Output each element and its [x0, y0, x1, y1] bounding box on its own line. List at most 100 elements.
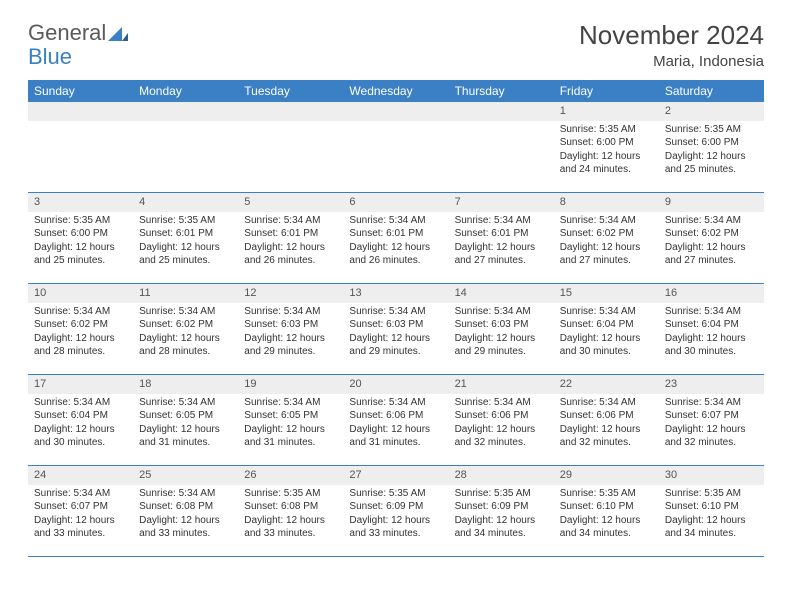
- calendar-day-cell: 16Sunrise: 5:34 AMSunset: 6:04 PMDayligh…: [659, 284, 764, 375]
- sunrise-line: Sunrise: 5:35 AM: [560, 487, 653, 501]
- sunrise-line: Sunrise: 5:34 AM: [665, 214, 758, 228]
- sunrise-line: Sunrise: 5:34 AM: [455, 214, 548, 228]
- day-number: 15: [554, 284, 659, 303]
- weekday-header-row: SundayMondayTuesdayWednesdayThursdayFrid…: [28, 80, 764, 102]
- sunset-line: Sunset: 6:02 PM: [560, 227, 653, 241]
- sunrise-line: Sunrise: 5:35 AM: [455, 487, 548, 501]
- calendar-day-cell: 2Sunrise: 5:35 AMSunset: 6:00 PMDaylight…: [659, 102, 764, 193]
- day-number: 10: [28, 284, 133, 303]
- daylight-line: Daylight: 12 hours and 25 minutes.: [665, 150, 758, 177]
- day-number: 21: [449, 375, 554, 394]
- weekday-header: Monday: [133, 80, 238, 102]
- day-number: 22: [554, 375, 659, 394]
- sunrise-line: Sunrise: 5:35 AM: [560, 123, 653, 137]
- sunset-line: Sunset: 6:08 PM: [139, 500, 232, 514]
- sunrise-line: Sunrise: 5:34 AM: [244, 305, 337, 319]
- daylight-line: Daylight: 12 hours and 25 minutes.: [34, 241, 127, 268]
- daylight-line: Daylight: 12 hours and 26 minutes.: [349, 241, 442, 268]
- day-number: 9: [659, 193, 764, 212]
- daylight-line: Daylight: 12 hours and 30 minutes.: [665, 332, 758, 359]
- sunset-line: Sunset: 6:01 PM: [139, 227, 232, 241]
- daylight-line: Daylight: 12 hours and 34 minutes.: [665, 514, 758, 541]
- daylight-line: Daylight: 12 hours and 33 minutes.: [34, 514, 127, 541]
- daylight-line: Daylight: 12 hours and 30 minutes.: [34, 423, 127, 450]
- weekday-header: Saturday: [659, 80, 764, 102]
- day-number: 2: [659, 102, 764, 121]
- calendar-day-cell: [238, 102, 343, 193]
- title-month: November 2024: [579, 20, 764, 51]
- daylight-line: Daylight: 12 hours and 27 minutes.: [455, 241, 548, 268]
- sunset-line: Sunset: 6:08 PM: [244, 500, 337, 514]
- day-number: 5: [238, 193, 343, 212]
- daylight-line: Daylight: 12 hours and 27 minutes.: [560, 241, 653, 268]
- calendar-day-cell: 28Sunrise: 5:35 AMSunset: 6:09 PMDayligh…: [449, 466, 554, 557]
- sunrise-line: Sunrise: 5:35 AM: [139, 214, 232, 228]
- daylight-line: Daylight: 12 hours and 34 minutes.: [455, 514, 548, 541]
- day-number: 25: [133, 466, 238, 485]
- sunset-line: Sunset: 6:01 PM: [349, 227, 442, 241]
- day-number: 30: [659, 466, 764, 485]
- day-number: 23: [659, 375, 764, 394]
- title-block: November 2024 Maria, Indonesia: [579, 20, 764, 70]
- sunset-line: Sunset: 6:04 PM: [34, 409, 127, 423]
- sunrise-line: Sunrise: 5:34 AM: [139, 487, 232, 501]
- calendar-day-cell: 4Sunrise: 5:35 AMSunset: 6:01 PMDaylight…: [133, 193, 238, 284]
- day-number: 13: [343, 284, 448, 303]
- calendar-day-cell: 14Sunrise: 5:34 AMSunset: 6:03 PMDayligh…: [449, 284, 554, 375]
- daylight-line: Daylight: 12 hours and 31 minutes.: [139, 423, 232, 450]
- daylight-line: Daylight: 12 hours and 32 minutes.: [560, 423, 653, 450]
- sunset-line: Sunset: 6:00 PM: [665, 136, 758, 150]
- day-number: 11: [133, 284, 238, 303]
- day-number: 20: [343, 375, 448, 394]
- sunset-line: Sunset: 6:03 PM: [455, 318, 548, 332]
- calendar-day-cell: 17Sunrise: 5:34 AMSunset: 6:04 PMDayligh…: [28, 375, 133, 466]
- calendar-day-cell: 11Sunrise: 5:34 AMSunset: 6:02 PMDayligh…: [133, 284, 238, 375]
- daylight-line: Daylight: 12 hours and 31 minutes.: [244, 423, 337, 450]
- calendar-week-row: 1Sunrise: 5:35 AMSunset: 6:00 PMDaylight…: [28, 102, 764, 193]
- calendar-day-cell: 13Sunrise: 5:34 AMSunset: 6:03 PMDayligh…: [343, 284, 448, 375]
- sunset-line: Sunset: 6:07 PM: [665, 409, 758, 423]
- day-number: 29: [554, 466, 659, 485]
- sunrise-line: Sunrise: 5:34 AM: [139, 396, 232, 410]
- calendar-day-cell: 25Sunrise: 5:34 AMSunset: 6:08 PMDayligh…: [133, 466, 238, 557]
- calendar-week-row: 10Sunrise: 5:34 AMSunset: 6:02 PMDayligh…: [28, 284, 764, 375]
- sunset-line: Sunset: 6:10 PM: [560, 500, 653, 514]
- brand-logo: General: [28, 20, 128, 46]
- daylight-line: Daylight: 12 hours and 25 minutes.: [139, 241, 232, 268]
- sunrise-line: Sunrise: 5:34 AM: [34, 487, 127, 501]
- sunset-line: Sunset: 6:01 PM: [244, 227, 337, 241]
- daylight-line: Daylight: 12 hours and 29 minutes.: [455, 332, 548, 359]
- day-number: 27: [343, 466, 448, 485]
- sunset-line: Sunset: 6:00 PM: [34, 227, 127, 241]
- daylight-line: Daylight: 12 hours and 31 minutes.: [349, 423, 442, 450]
- calendar-day-cell: [449, 102, 554, 193]
- sunset-line: Sunset: 6:04 PM: [560, 318, 653, 332]
- brand-part2: Blue: [28, 44, 72, 70]
- day-number: 8: [554, 193, 659, 212]
- calendar-table: SundayMondayTuesdayWednesdayThursdayFrid…: [28, 80, 764, 557]
- sunrise-line: Sunrise: 5:34 AM: [244, 214, 337, 228]
- sunrise-line: Sunrise: 5:34 AM: [349, 396, 442, 410]
- sunrise-line: Sunrise: 5:34 AM: [560, 305, 653, 319]
- calendar-day-cell: [28, 102, 133, 193]
- day-number: 16: [659, 284, 764, 303]
- weekday-header: Wednesday: [343, 80, 448, 102]
- calendar-day-cell: 30Sunrise: 5:35 AMSunset: 6:10 PMDayligh…: [659, 466, 764, 557]
- day-number: 7: [449, 193, 554, 212]
- calendar-day-cell: 6 Sunrise: 5:34 AMSunset: 6:01 PMDaylight…: [343, 193, 448, 284]
- sunrise-line: Sunrise: 5:35 AM: [244, 487, 337, 501]
- calendar-day-cell: 15Sunrise: 5:34 AMSunset: 6:04 PMDayligh…: [554, 284, 659, 375]
- day-number: 12: [238, 284, 343, 303]
- day-number: 6: [343, 193, 448, 212]
- sunset-line: Sunset: 6:05 PM: [139, 409, 232, 423]
- calendar-day-cell: 1Sunrise: 5:35 AMSunset: 6:00 PMDaylight…: [554, 102, 659, 193]
- calendar-day-cell: 23Sunrise: 5:34 AMSunset: 6:07 PMDayligh…: [659, 375, 764, 466]
- day-number: 28: [449, 466, 554, 485]
- sunset-line: Sunset: 6:02 PM: [665, 227, 758, 241]
- sunrise-line: Sunrise: 5:34 AM: [349, 214, 442, 228]
- sunset-line: Sunset: 6:06 PM: [455, 409, 548, 423]
- day-number: 3: [28, 193, 133, 212]
- daylight-line: Daylight: 12 hours and 28 minutes.: [34, 332, 127, 359]
- sunrise-line: Sunrise: 5:34 AM: [34, 396, 127, 410]
- sunset-line: Sunset: 6:06 PM: [560, 409, 653, 423]
